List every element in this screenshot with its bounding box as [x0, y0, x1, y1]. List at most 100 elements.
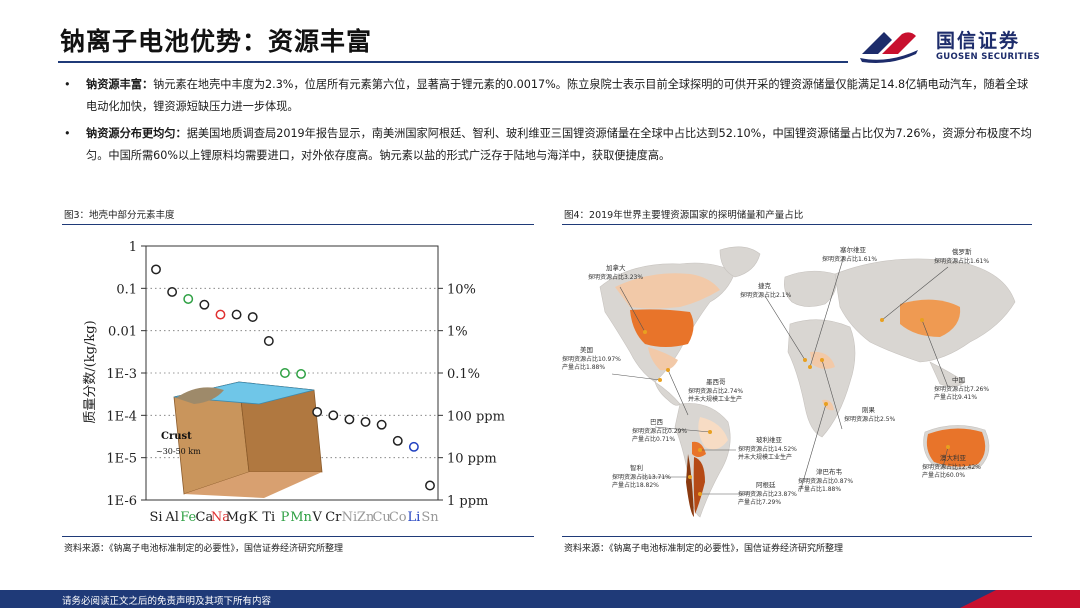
x-label-sn: Sn [421, 510, 439, 525]
y-right-tick-label: 10% [447, 282, 476, 297]
country-stat: 探明资源占比14.52% [738, 445, 797, 453]
country-stat: 产量占比1.88% [562, 363, 605, 371]
y-tick-label: 1E-4 [106, 409, 137, 424]
x-label-fe: Fe [180, 510, 196, 525]
country-name: 中国 [952, 375, 965, 384]
point-si [151, 264, 161, 275]
x-label-si: Si [149, 510, 162, 525]
country-labels: 加拿大探明资源占比3.23%美国探明资源占比10.97%产量占比1.88%墨西哥… [562, 245, 989, 506]
x-label-ca: Ca [196, 510, 214, 525]
x-label-na: Na [211, 510, 230, 525]
x-label-v: V [311, 510, 322, 525]
country-stat: 探明资源占比7.26% [934, 385, 989, 393]
country-name: 捷克 [758, 281, 772, 290]
x-label-k: K [248, 510, 258, 525]
chile-shape [686, 454, 694, 517]
world-map-svg: 加拿大探明资源占比3.23%美国探明资源占比10.97%产量占比1.88%墨西哥… [560, 232, 1030, 527]
brazil-shape [698, 417, 728, 450]
crust-inset-illustration: Crust ~30-50 km [156, 381, 323, 498]
country-stat: 探明资源占比2.5% [844, 415, 896, 423]
x-label-ti: Ti [262, 510, 275, 525]
callout-lines [611, 255, 949, 495]
point-na [215, 309, 226, 320]
point-mn [296, 368, 307, 379]
country-stat: 产量占比0.71% [632, 435, 675, 443]
country-name: 津巴布韦 [816, 467, 843, 476]
country-name: 玻利维亚 [756, 435, 783, 444]
point-v [312, 407, 323, 417]
logo-chinese-name: 国信证券 [936, 30, 1021, 52]
element-abundance-svg: Crust ~30-50 km 1 0.1 0.01 1E-3 1E-4 1E-5 1E-6… [83, 240, 505, 525]
brand-logo: 国信证券 GUOSEN SECURITIES [858, 22, 1068, 68]
country-stat: 探明资源占比10.97% [562, 355, 621, 363]
y-tick-label: 0.01 [108, 325, 137, 340]
title-divider [58, 61, 848, 63]
point-mg [231, 309, 242, 320]
point-li [408, 441, 419, 452]
country-name: 俄罗斯 [952, 247, 972, 256]
bullet-text: 钠元素在地壳中丰度为2.3%，位居所有元素第六位，显著高于锂元素的0.0017%… [86, 78, 1029, 113]
x-label-mg: Mg [226, 510, 248, 525]
x-label-p: P [281, 510, 290, 525]
bullet-dot-icon: • [64, 78, 71, 91]
highlighted-countries [615, 273, 986, 517]
bullet-list: • 钠资源丰富：钠元素在地壳中丰度为2.3%，位居所有元素第六位，显著高于锂元素… [64, 74, 1034, 172]
canada-shape [615, 273, 720, 309]
x-label-co: Co [389, 510, 407, 525]
y-axis-right-ticks: 10% 1% 0.1% 100 ppm 10 ppm 1 ppm [438, 282, 505, 509]
x-label-cr: Cr [325, 510, 342, 525]
country-name: 巴西 [650, 418, 664, 426]
x-label-al: Al [164, 510, 179, 525]
figure-right-caption: 图4：2019年世界主要锂资源国家的探明储量和产量占比 [564, 210, 804, 221]
country-stat: 探明资源占比13.71% [612, 473, 671, 481]
disclaimer-text: 请务必阅读正文之后的免责声明及其项下所有内容 [62, 596, 272, 607]
y-axis-title: 质量分数/(kg/kg) [83, 320, 98, 423]
country-name: 阿根廷 [756, 480, 776, 489]
country-stat: 产量占比18.82% [612, 481, 659, 489]
point-ca [199, 299, 210, 310]
y-tick-label: 1E-3 [106, 367, 137, 382]
footer-accent [960, 590, 1080, 608]
country-name: 澳大利亚 [940, 453, 967, 462]
y-tick-label: 1E-5 [106, 452, 137, 467]
x-label-ni: Ni [342, 510, 358, 525]
y-right-tick-label: 1 ppm [447, 494, 488, 509]
country-stat: 产量占比60.0% [922, 471, 965, 479]
country-stat: 产量占比9.41% [934, 393, 977, 401]
point-cu [376, 419, 387, 430]
bullet-item: • 钠资源分布更均匀：据美国地质调查局2019年报告显示，南美洲国家阿根廷、智利… [64, 123, 1034, 167]
country-stat: 探明资源占比0.87% [798, 477, 853, 485]
point-ni [344, 414, 355, 425]
country-name: 刚果 [862, 405, 876, 414]
country-stat: 探明资源占比2.1% [740, 291, 792, 299]
country-name: 智利 [630, 463, 643, 472]
point-sn [425, 480, 435, 491]
point-co [392, 435, 403, 446]
figure-left-source: 资料来源：《钠离子电池标准制定的必要性》，国信证券经济研究所整理 [64, 544, 344, 554]
point-al [167, 287, 178, 297]
point-p [279, 368, 290, 378]
y-right-tick-label: 0.1% [447, 367, 480, 382]
figure-right-source: 资料来源：《钠离子电池标准制定的必要性》，国信证券经济研究所整理 [564, 544, 844, 554]
y-tick-label: 0.1 [116, 282, 137, 297]
y-right-tick-label: 10 ppm [447, 452, 497, 467]
logo-english-name: GUOSEN SECURITIES [936, 52, 1040, 62]
point-ti [263, 336, 274, 346]
country-stat: 并未大规模工业生产 [688, 395, 742, 403]
usa-shape [630, 309, 694, 347]
y-tick-label: 1E-6 [106, 494, 137, 509]
country-stat: 探明资源占比2.74% [688, 387, 743, 395]
crust-label: Crust [161, 431, 192, 442]
bullet-text: 据美国地质调查局2019年报告显示，南美洲国家阿根廷、智利、玻利维亚三国锂资源储… [86, 127, 1032, 162]
figure-left-source-divider [62, 536, 534, 537]
y-axis-left-ticks: 1 0.1 0.01 1E-3 1E-4 1E-5 1E-6 [106, 240, 146, 509]
y-tick-label: 1 [129, 240, 137, 255]
point-cr [328, 410, 339, 421]
country-name: 墨西哥 [706, 378, 726, 386]
x-label-mn: Mn [290, 510, 312, 525]
y-right-tick-label: 100 ppm [447, 409, 505, 424]
country-stat: 探明资源占比1.61% [822, 255, 877, 263]
x-label-li: Li [407, 510, 420, 525]
country-stat: 探明资源占比3.23% [588, 273, 643, 281]
